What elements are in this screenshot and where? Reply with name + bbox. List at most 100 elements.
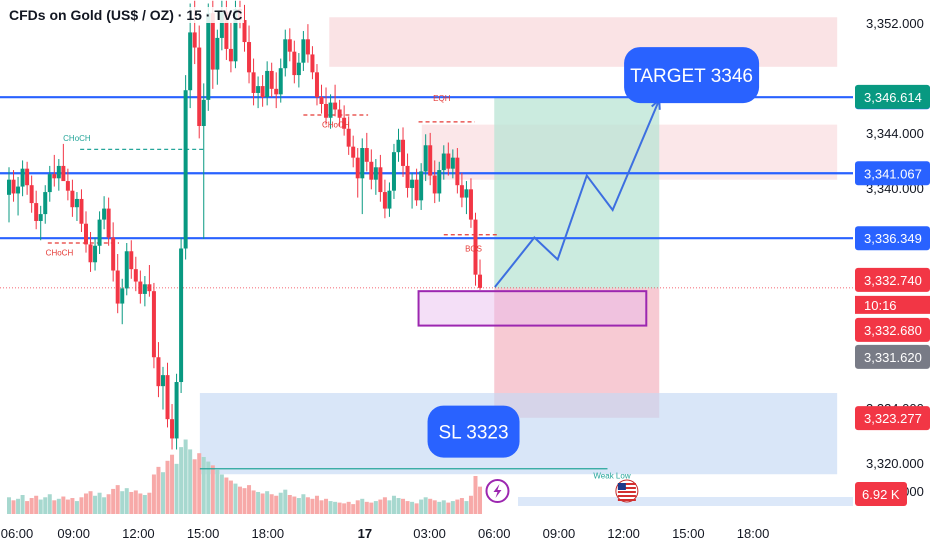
volume-bar — [283, 489, 288, 514]
volume-bar — [301, 494, 306, 514]
candle-body — [333, 102, 338, 110]
candle-body — [129, 251, 134, 270]
flag-stripe — [617, 483, 636, 485]
volume-bar — [473, 476, 478, 514]
candle-body — [305, 39, 310, 55]
volume-bar — [455, 499, 460, 514]
volume-bar — [7, 497, 11, 514]
volume-bar — [373, 501, 378, 514]
volume-bar — [97, 492, 102, 514]
candle-body — [165, 375, 170, 420]
candle-body — [133, 269, 138, 282]
volume-bar — [396, 498, 401, 514]
volume-bar — [74, 501, 79, 514]
candle-body — [473, 219, 478, 275]
volume-bar — [20, 495, 25, 514]
volume-bar — [319, 500, 324, 514]
candle-body — [160, 375, 165, 387]
price-level-pill — [855, 161, 930, 186]
candle-body — [210, 13, 215, 70]
flag-canton — [617, 483, 626, 490]
candle-body — [437, 170, 442, 194]
volume-bar — [346, 501, 351, 514]
candle-body — [115, 270, 120, 304]
candle-body — [88, 244, 93, 263]
candle-body — [301, 39, 306, 63]
candle-body — [314, 72, 319, 98]
volume-bar — [228, 480, 233, 514]
price-label-pill-label: 3,346.614 — [864, 90, 922, 105]
candle-body — [179, 248, 184, 383]
volume-bar — [278, 492, 283, 514]
flag-stripe — [617, 491, 636, 493]
candle-body — [337, 109, 342, 118]
time-tick-label: 03:00 — [413, 526, 446, 541]
candle-body — [47, 174, 52, 193]
candle-body — [219, 11, 224, 38]
candle-body — [11, 179, 16, 194]
price-label-pill — [855, 344, 930, 369]
candle-body — [106, 208, 111, 238]
volume-bar — [111, 488, 116, 514]
flag-stripe — [617, 499, 636, 501]
candle-body — [142, 284, 147, 294]
candle-body — [269, 70, 274, 89]
volume-bar — [34, 495, 39, 514]
volume-bar — [441, 500, 446, 514]
volume-bar — [256, 491, 261, 514]
volume-bar — [79, 497, 84, 514]
annotation-label: CHoCH — [322, 120, 350, 129]
candle-body — [382, 192, 387, 209]
candle-body — [292, 51, 297, 76]
volume-bar — [314, 495, 319, 514]
countdown-label: 10:16 — [864, 298, 897, 313]
volume-bar — [450, 501, 455, 514]
candle-body — [138, 281, 143, 294]
volume-bar — [432, 500, 437, 514]
candle-body — [459, 185, 464, 198]
volume-bar — [351, 504, 356, 514]
candle-body — [287, 39, 292, 52]
annotation-label: Weak Low — [593, 471, 630, 480]
candle-body — [97, 219, 102, 246]
candle-body — [93, 245, 98, 263]
volume-bar — [378, 499, 383, 514]
volume-bar — [129, 491, 134, 514]
candle-body — [419, 171, 424, 201]
price-label-pill — [855, 84, 930, 109]
price-label-pill-label: 3,331.620 — [864, 350, 922, 365]
candle-body — [364, 148, 369, 162]
candle-body — [38, 214, 43, 221]
candle-body — [274, 88, 279, 95]
candle-body — [265, 70, 270, 98]
volume-bar — [133, 490, 138, 514]
entry-box — [417, 290, 648, 327]
price-level-pill-label: 3,341.067 — [864, 166, 922, 181]
volume-bar — [11, 500, 16, 514]
candle-body — [450, 157, 455, 169]
time-tick-label: 06:00 — [478, 526, 511, 541]
candle-body — [414, 179, 419, 201]
volume-bar — [43, 497, 48, 514]
target-bubble — [624, 47, 760, 104]
take-profit-zone — [494, 97, 660, 289]
flag-stripe — [617, 495, 636, 497]
volume-bar — [88, 491, 93, 514]
volume-bar — [274, 495, 279, 514]
candle-body — [247, 42, 252, 73]
candles-layer — [7, 0, 483, 450]
candle-body — [25, 168, 30, 186]
volume-bar — [179, 447, 184, 514]
volume-bar — [165, 460, 170, 514]
candle-body — [174, 382, 179, 439]
candle-body — [156, 357, 161, 387]
candle-body — [478, 274, 483, 288]
volume-bar — [219, 474, 224, 514]
candle-body — [251, 72, 256, 93]
volume-bar — [206, 461, 211, 514]
candle-body — [324, 103, 329, 118]
time-tick-label: 09:00 — [57, 526, 90, 541]
